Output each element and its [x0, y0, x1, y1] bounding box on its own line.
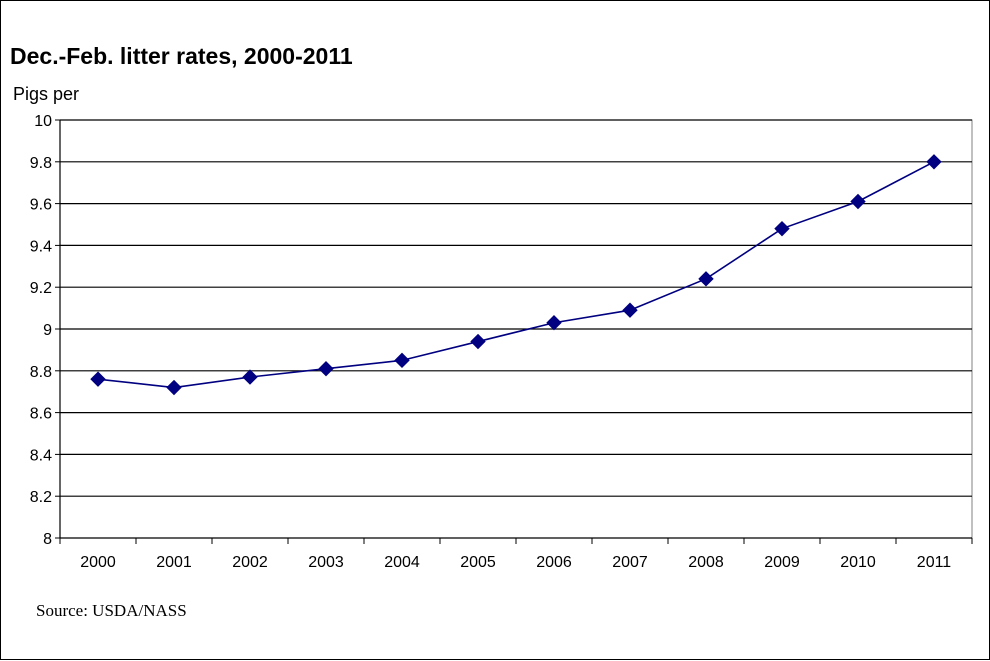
y-tick-label: 8.2: [30, 489, 52, 506]
x-tick-label: 2005: [460, 554, 496, 571]
data-point-marker: [394, 352, 410, 369]
data-point-marker: [622, 302, 638, 318]
x-tick-label: 2006: [536, 554, 572, 571]
x-tick-label: 2010: [840, 554, 876, 571]
y-tick-label: 9: [43, 322, 52, 339]
series-line: [97, 161, 935, 389]
data-point-marker: [774, 220, 790, 237]
y-tick-label: 9.8: [30, 155, 52, 172]
y-tick-label: 8: [43, 531, 52, 548]
x-tick-label: 2002: [232, 554, 268, 571]
x-tick-label: 2011: [917, 554, 952, 571]
x-tick-label: 2001: [156, 554, 192, 571]
data-point-marker: [318, 361, 334, 377]
y-tick-label: 9.2: [30, 280, 52, 297]
x-tick-label: 2007: [612, 554, 648, 571]
y-tick-label: 10: [34, 113, 52, 130]
data-point-marker: [926, 154, 942, 170]
y-tick-label: 9.4: [30, 238, 52, 255]
data-point-marker: [90, 371, 106, 387]
y-tick-label: 8.4: [30, 447, 52, 464]
y-tick-label: 8.8: [30, 364, 52, 381]
x-tick-label: 2003: [308, 554, 344, 571]
x-tick-label: 2009: [764, 554, 800, 571]
y-axis-label: Pigs per: [13, 84, 80, 104]
data-point-marker: [850, 193, 866, 210]
y-tick-label: 9.6: [30, 197, 52, 214]
data-point-marker: [546, 315, 562, 331]
source-note: Source: USDA/NASS: [36, 601, 187, 620]
data-point-marker: [470, 333, 486, 350]
x-tick-label: 2008: [688, 554, 724, 571]
x-tick-label: 2004: [384, 554, 420, 571]
y-tick-label: 8.6: [30, 406, 52, 423]
data-point-marker: [698, 271, 714, 287]
chart-title: Dec.-Feb. litter rates, 2000-2011: [10, 43, 353, 69]
data-point-marker: [242, 369, 258, 385]
x-tick-label: 2000: [80, 554, 116, 571]
data-point-marker: [166, 379, 182, 396]
